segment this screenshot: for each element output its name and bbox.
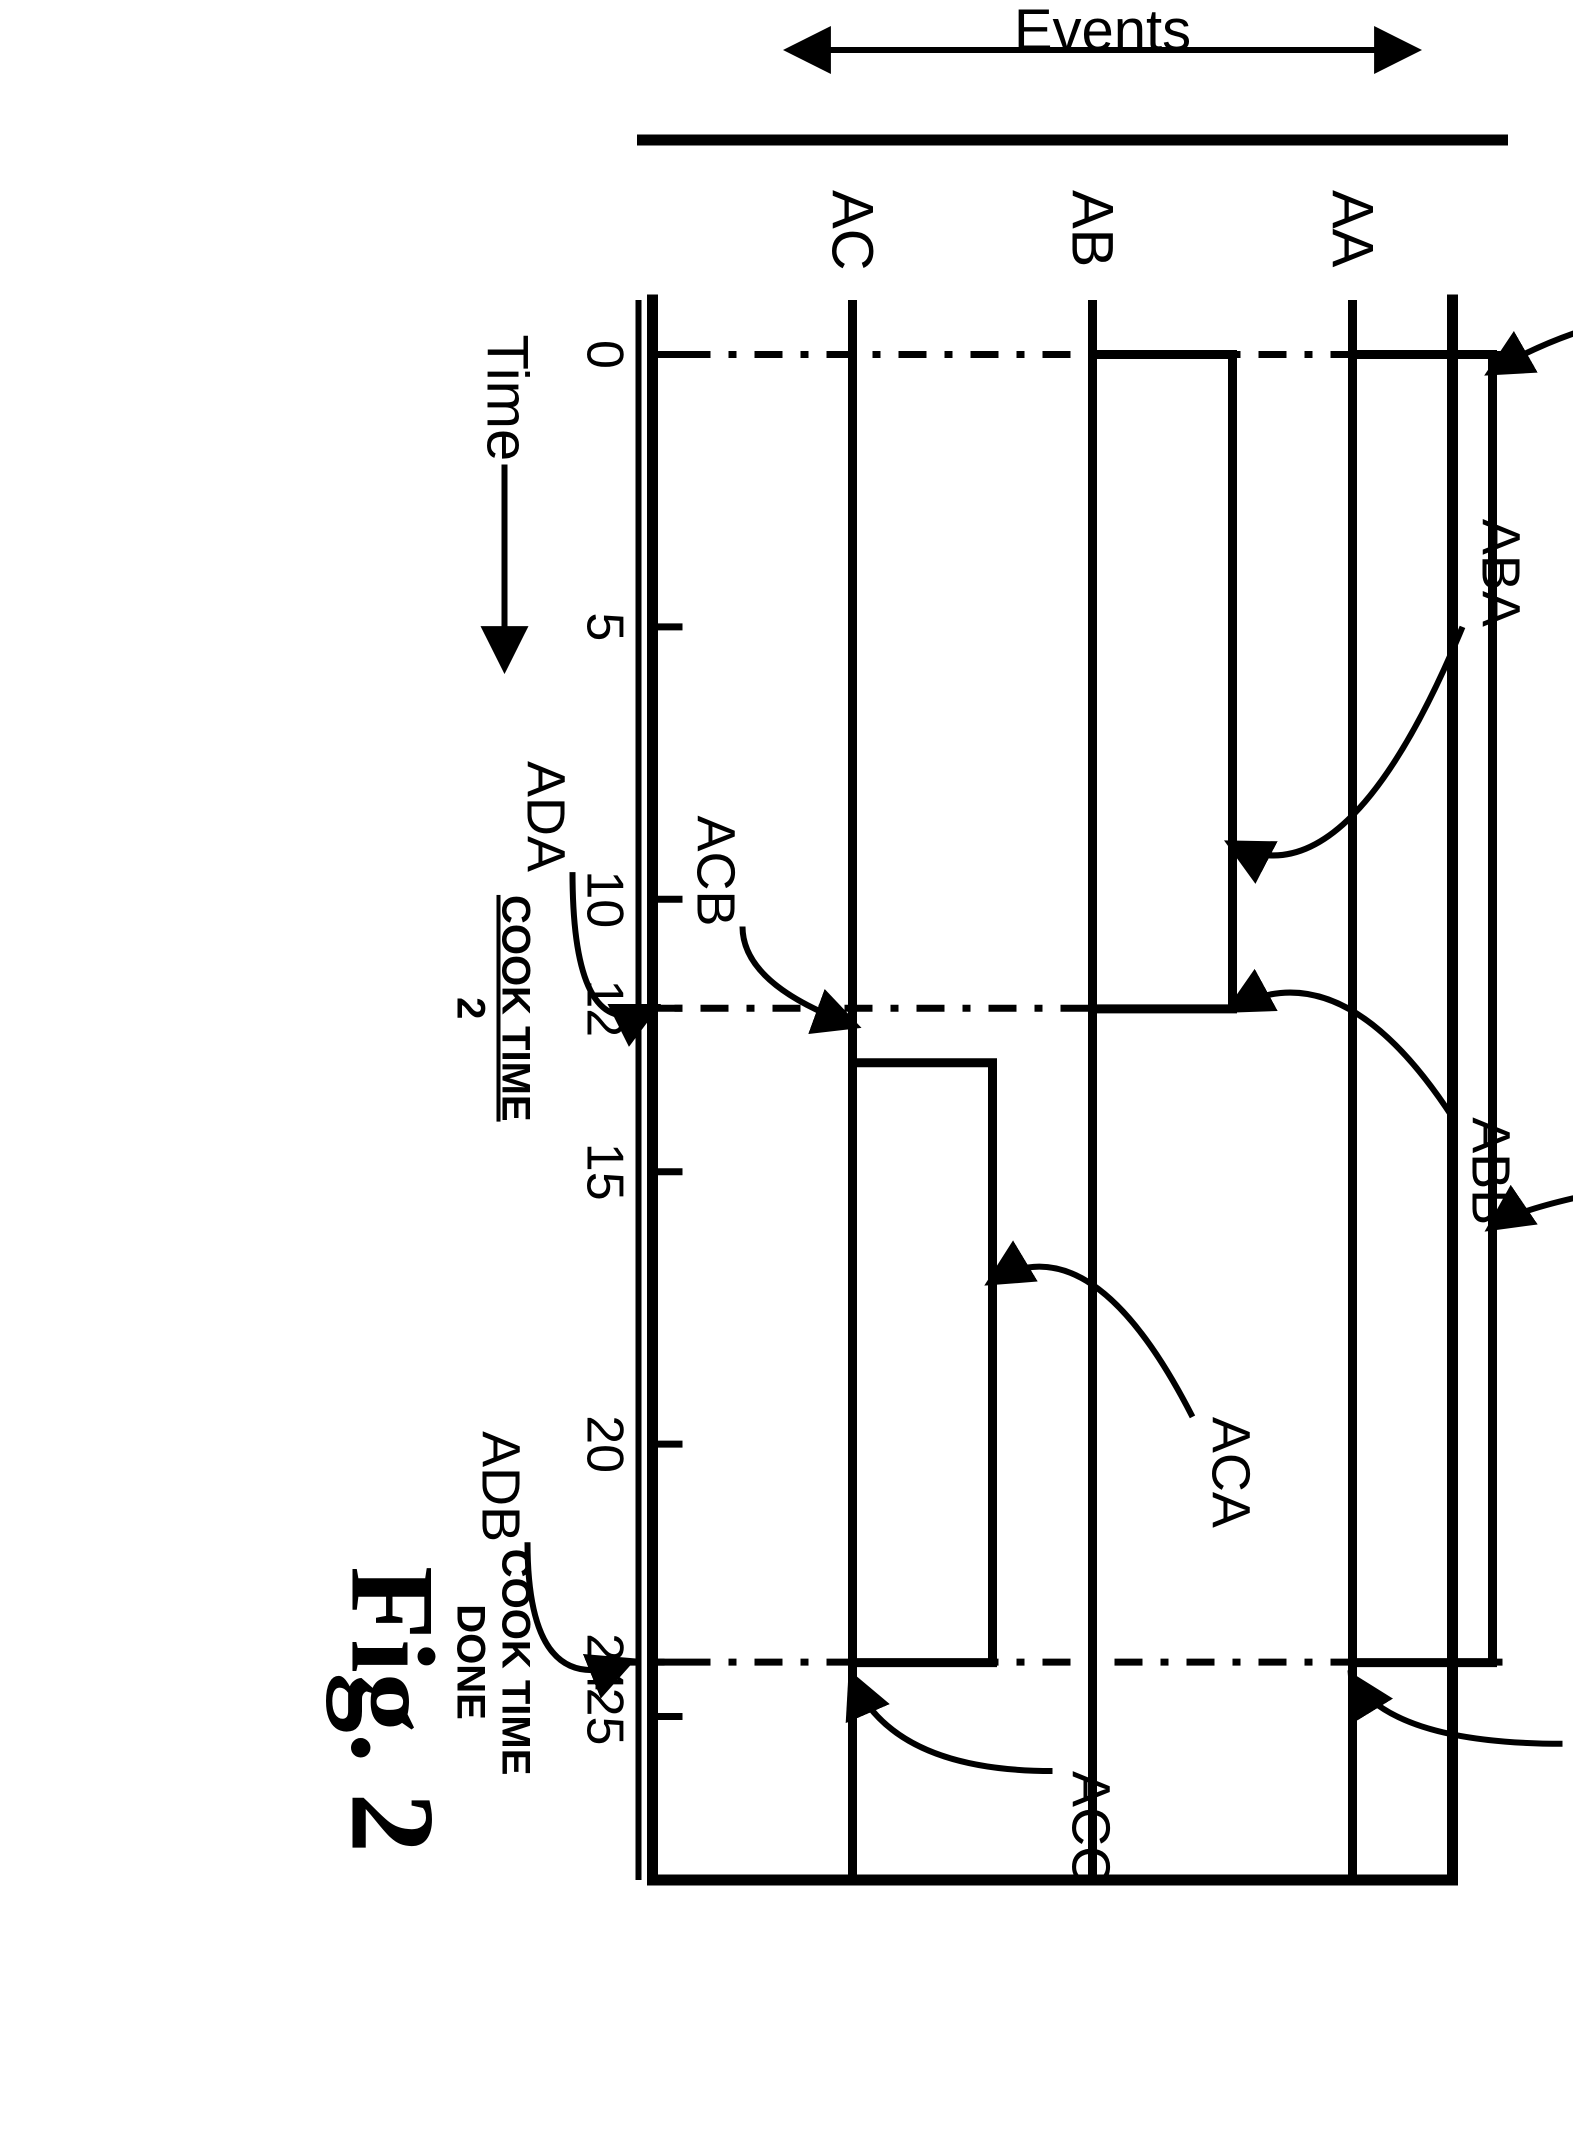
x-sublabel: COOK TIME2 — [449, 895, 538, 1122]
callout-label-ada: ADA — [516, 761, 576, 872]
x-tick-label: 5 — [576, 612, 634, 641]
row-label-aa: AA — [1320, 190, 1385, 268]
callout-label-acc: ACC — [1061, 1771, 1121, 1885]
x-sublabel: COOK TIMEDONE — [449, 1549, 538, 1776]
callout-label-abb: ABB — [1461, 1117, 1521, 1225]
row-label-ab: AB — [1060, 190, 1125, 267]
svg-text:Time: Time — [475, 334, 540, 461]
x-axis-label: Time — [475, 334, 540, 664]
x-tick-label: 20 — [576, 1415, 634, 1473]
y-axis-label: Events — [793, 0, 1413, 63]
callout-leader-abb — [1233, 993, 1453, 1118]
callout-label-aca: ACA — [1201, 1417, 1261, 1528]
trace-ab — [1093, 300, 1233, 1880]
svg-text:2: 2 — [449, 997, 493, 1019]
callout-label-adb: ADB — [471, 1431, 531, 1542]
trace-ac — [853, 300, 993, 1880]
x-tick-label: 15 — [576, 1143, 634, 1201]
callout-label-acb: ACB — [686, 816, 746, 927]
svg-text:COOK TIME: COOK TIME — [494, 895, 538, 1122]
callout-leader-acc — [853, 1678, 1053, 1771]
callout-leader-aba — [1233, 627, 1463, 856]
x-tick-label: 0 — [576, 340, 634, 369]
callout-leader-aab — [1493, 311, 1573, 371]
x-tick-label: 25 — [576, 1688, 634, 1746]
figure-title: Fig. 2 — [326, 1566, 460, 1853]
row-label-ac: AC — [820, 190, 885, 271]
svg-text:Events: Events — [1014, 0, 1191, 63]
x-tick-label: 10 — [576, 870, 634, 928]
callout-label-aba: ABA — [1471, 519, 1531, 627]
